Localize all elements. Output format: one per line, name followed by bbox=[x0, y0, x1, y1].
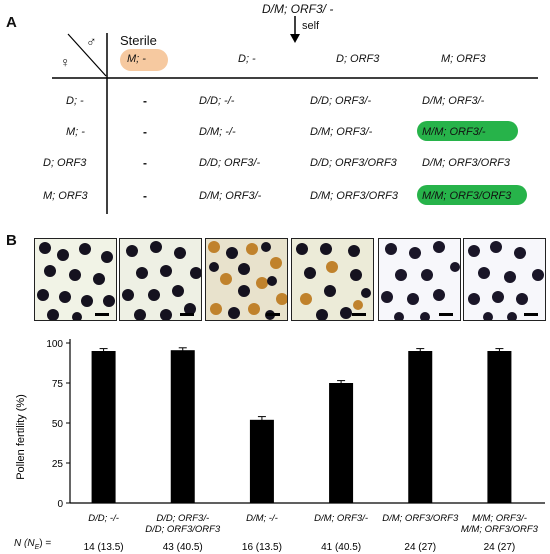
sterile-cell: - bbox=[143, 189, 147, 203]
n-value: 14 (13.5) bbox=[84, 542, 124, 553]
col-header: M; - bbox=[127, 53, 146, 65]
n-value: 41 (40.5) bbox=[321, 542, 361, 553]
row-header: D; ORF3 bbox=[43, 157, 87, 169]
panel-b-label: B bbox=[6, 232, 17, 249]
bar bbox=[170, 350, 195, 503]
scale-bar bbox=[266, 313, 280, 316]
pollen-micrograph bbox=[34, 238, 117, 321]
pollen-grains-image bbox=[296, 243, 371, 320]
bar bbox=[91, 351, 116, 503]
pollen-micrograph bbox=[291, 238, 374, 321]
y-tick-label: 50 bbox=[52, 419, 64, 430]
scale-bar bbox=[352, 313, 366, 316]
pollen-micrograph bbox=[119, 238, 202, 321]
pollen-grains-image bbox=[122, 241, 201, 320]
col-header: D; ORF3 bbox=[336, 53, 380, 65]
sterile-highlight bbox=[120, 49, 168, 71]
genotype-cell: D/M; ORF3/- bbox=[310, 126, 373, 138]
pollen-grains-image bbox=[468, 241, 544, 320]
row-header: M; ORF3 bbox=[43, 190, 88, 202]
scale-bar bbox=[439, 313, 453, 316]
n-label: N (NE) = bbox=[14, 538, 51, 551]
x-tick-label: D/D; -/- bbox=[88, 513, 119, 524]
x-tick-label: D/D; ORF3/- bbox=[156, 513, 209, 524]
cross-genotype: D/M; ORF3/ - bbox=[262, 2, 334, 16]
x-tick-label: D/M; ORF3/- bbox=[314, 513, 368, 524]
sterile-label: Sterile bbox=[120, 33, 157, 48]
panel-a-label: A bbox=[6, 14, 17, 31]
pollen-fertility-chart: Pollen fertility (%) 0 25 50 75 100 D/D; -/-… bbox=[15, 339, 545, 553]
genotype-cell: D/M; ORF3/ORF3 bbox=[422, 157, 511, 169]
fertile-highlight bbox=[417, 185, 527, 205]
n-label-end: ) = bbox=[39, 538, 52, 549]
n-value: 43 (40.5) bbox=[163, 542, 203, 553]
bar bbox=[408, 351, 433, 503]
y-axis-label: Pollen fertility (%) bbox=[15, 394, 27, 480]
n-value: 24 (27) bbox=[404, 542, 436, 553]
genotype-cell: D/M; ORF3/ORF3 bbox=[310, 190, 399, 202]
pollen-grains-image bbox=[37, 242, 115, 320]
genotype-cell: D/D; -/- bbox=[199, 95, 235, 107]
bar bbox=[249, 419, 274, 503]
pollen-micrograph bbox=[205, 238, 288, 321]
pollen-micrograph bbox=[378, 238, 461, 321]
scale-bar bbox=[180, 313, 194, 316]
male-symbol: ♂ bbox=[86, 33, 97, 49]
x-tick-label: M/M; ORF3/- bbox=[472, 513, 527, 524]
scale-bar bbox=[95, 313, 109, 316]
y-tick-label: 25 bbox=[52, 459, 64, 470]
pollen-micrograph bbox=[463, 238, 546, 321]
col-header: D; - bbox=[238, 53, 256, 65]
sterile-cell: - bbox=[143, 156, 147, 170]
row-header: D; - bbox=[66, 95, 84, 107]
genotype-cell: D/M; ORF3/- bbox=[199, 190, 262, 202]
pollen-grains-image bbox=[381, 241, 460, 320]
y-tick-label: 100 bbox=[46, 339, 63, 350]
col-header: M; ORF3 bbox=[441, 53, 486, 65]
genotype-cell: M/M; ORF3/- bbox=[422, 126, 486, 138]
self-arrow bbox=[290, 16, 300, 43]
x-tick-label: D/M; ORF3/ORF3 bbox=[382, 513, 459, 524]
genotype-cell: D/M; ORF3/- bbox=[422, 95, 485, 107]
genotype-cell: D/M; -/- bbox=[199, 126, 236, 138]
pollen-grains-image bbox=[208, 241, 287, 320]
sterile-cell: - bbox=[143, 94, 147, 108]
y-tick-label: 75 bbox=[52, 379, 64, 390]
chart-bars: D/D; -/- 14 (13.5) D/D; ORF3/-D/D; ORF3/OR… bbox=[84, 347, 539, 553]
sterile-cell: - bbox=[143, 125, 147, 139]
bar bbox=[487, 351, 512, 503]
self-label: self bbox=[302, 20, 320, 32]
genotype-cell: D/D; ORF3/- bbox=[310, 95, 372, 107]
chart-axes: 0 25 50 75 100 bbox=[46, 339, 545, 510]
fertile-highlight bbox=[417, 121, 518, 141]
genotype-cell: D/D; ORF3/- bbox=[199, 157, 261, 169]
n-label-subscript: E bbox=[34, 544, 40, 551]
genotype-cell: D/D; ORF3/ORF3 bbox=[310, 157, 397, 169]
n-value: 24 (27) bbox=[484, 542, 516, 553]
n-label-main: N (N bbox=[14, 538, 35, 549]
y-tick-label: 0 bbox=[57, 499, 63, 510]
x-tick-label: D/D; ORF3/ORF3 bbox=[145, 524, 221, 535]
genotype-cell: M/M; ORF3/ORF3 bbox=[422, 190, 512, 202]
x-tick-label: M/M; ORF3/ORF3 bbox=[461, 524, 539, 535]
scale-bar bbox=[524, 313, 538, 316]
row-header: M; - bbox=[66, 126, 85, 138]
female-symbol: ♀ bbox=[60, 54, 71, 70]
x-tick-label: D/M; -/- bbox=[246, 513, 278, 524]
n-value: 16 (13.5) bbox=[242, 542, 282, 553]
bar bbox=[329, 383, 354, 503]
punnett-grid bbox=[52, 33, 538, 214]
